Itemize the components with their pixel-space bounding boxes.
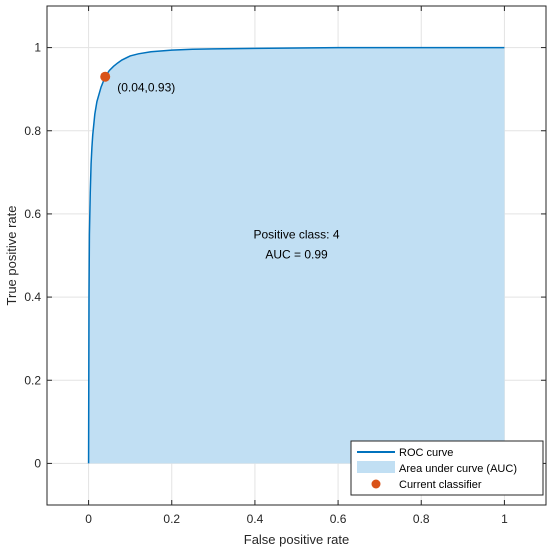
legend-current-classifier-label: Current classifier (399, 479, 482, 491)
y-tick-label: 0.8 (24, 124, 41, 138)
y-axis-label: True positive rate (4, 206, 19, 306)
x-tick-label: 1 (501, 512, 508, 526)
legend-auc-symbol (357, 461, 395, 473)
y-tick-label: 1 (34, 41, 41, 55)
x-tick-label: 0 (85, 512, 92, 526)
y-tick-label: 0 (34, 456, 41, 470)
axis-ticks: 0 0.2 0.4 0.6 0.8 1 0 0.2 0.4 0.6 0.8 1 (24, 6, 546, 526)
x-tick-label: 0.4 (247, 512, 264, 526)
positive-class-annotation: Positive class: 4 (253, 228, 339, 242)
current-classifier-point (100, 71, 111, 82)
y-tick-label: 0.6 (24, 207, 41, 221)
y-tick-label: 0.2 (24, 373, 41, 387)
auc-area (88, 47, 505, 464)
auc-annotation: AUC = 0.99 (265, 248, 328, 262)
x-axis-label: False positive rate (244, 532, 350, 547)
current-classifier-label: (0.04,0.93) (117, 81, 175, 95)
legend: ROC curve Area under curve (AUC) Current… (350, 440, 544, 496)
x-tick-label: 0.2 (163, 512, 180, 526)
plot-frame (46, 5, 547, 506)
roc-curve-line (87, 46, 505, 464)
x-tick-label: 0.6 (330, 512, 347, 526)
legend-roc-curve-label: ROC curve (399, 447, 453, 459)
legend-current-classifier-symbol (371, 479, 381, 489)
legend-auc-label: Area under curve (AUC) (399, 463, 517, 475)
y-tick-label: 0.4 (24, 290, 41, 304)
x-tick-label: 0.8 (413, 512, 430, 526)
